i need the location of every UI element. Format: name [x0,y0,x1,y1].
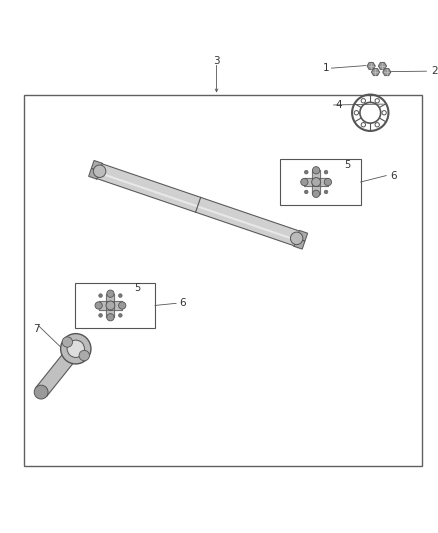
Polygon shape [297,230,307,241]
Circle shape [290,232,303,245]
Circle shape [93,165,106,177]
Circle shape [361,123,366,127]
Circle shape [301,179,308,185]
Polygon shape [378,62,386,69]
Circle shape [324,171,328,174]
Circle shape [304,171,308,174]
Polygon shape [89,168,99,179]
Polygon shape [367,62,375,69]
Circle shape [375,123,379,127]
Polygon shape [106,294,114,305]
Polygon shape [312,170,320,182]
Circle shape [312,177,321,187]
Polygon shape [106,305,114,317]
Bar [24,95,422,466]
Circle shape [99,294,102,297]
Polygon shape [371,69,379,76]
Polygon shape [99,302,110,310]
Polygon shape [312,182,320,194]
Circle shape [119,302,126,309]
Circle shape [119,294,122,297]
Circle shape [106,301,115,310]
Circle shape [107,290,114,297]
Circle shape [107,313,114,321]
Bar [280,159,360,205]
Text: 6: 6 [390,171,396,181]
Circle shape [99,313,102,317]
Text: 6: 6 [180,298,186,308]
Polygon shape [304,178,316,186]
Polygon shape [383,69,391,76]
Text: 5: 5 [134,283,141,293]
Polygon shape [92,160,102,171]
Circle shape [95,302,102,309]
Polygon shape [97,164,299,246]
Text: 3: 3 [213,56,220,66]
Circle shape [62,337,73,347]
Text: 1: 1 [322,63,329,73]
Text: 5: 5 [344,160,350,169]
Circle shape [324,179,332,185]
Circle shape [375,99,379,103]
Bar [75,282,155,328]
Circle shape [361,99,366,103]
Text: 4: 4 [336,100,342,110]
Circle shape [67,340,85,358]
Circle shape [60,334,91,364]
Circle shape [34,385,48,399]
Circle shape [382,110,386,115]
Polygon shape [110,302,122,310]
Polygon shape [316,178,328,186]
Polygon shape [294,238,305,249]
Circle shape [79,350,89,361]
Circle shape [312,190,320,197]
Circle shape [119,313,122,317]
Text: 7: 7 [33,324,40,334]
Circle shape [354,110,359,115]
Circle shape [312,167,320,174]
Polygon shape [36,344,81,397]
Circle shape [324,190,328,194]
Text: 2: 2 [431,66,438,76]
Circle shape [304,190,308,194]
